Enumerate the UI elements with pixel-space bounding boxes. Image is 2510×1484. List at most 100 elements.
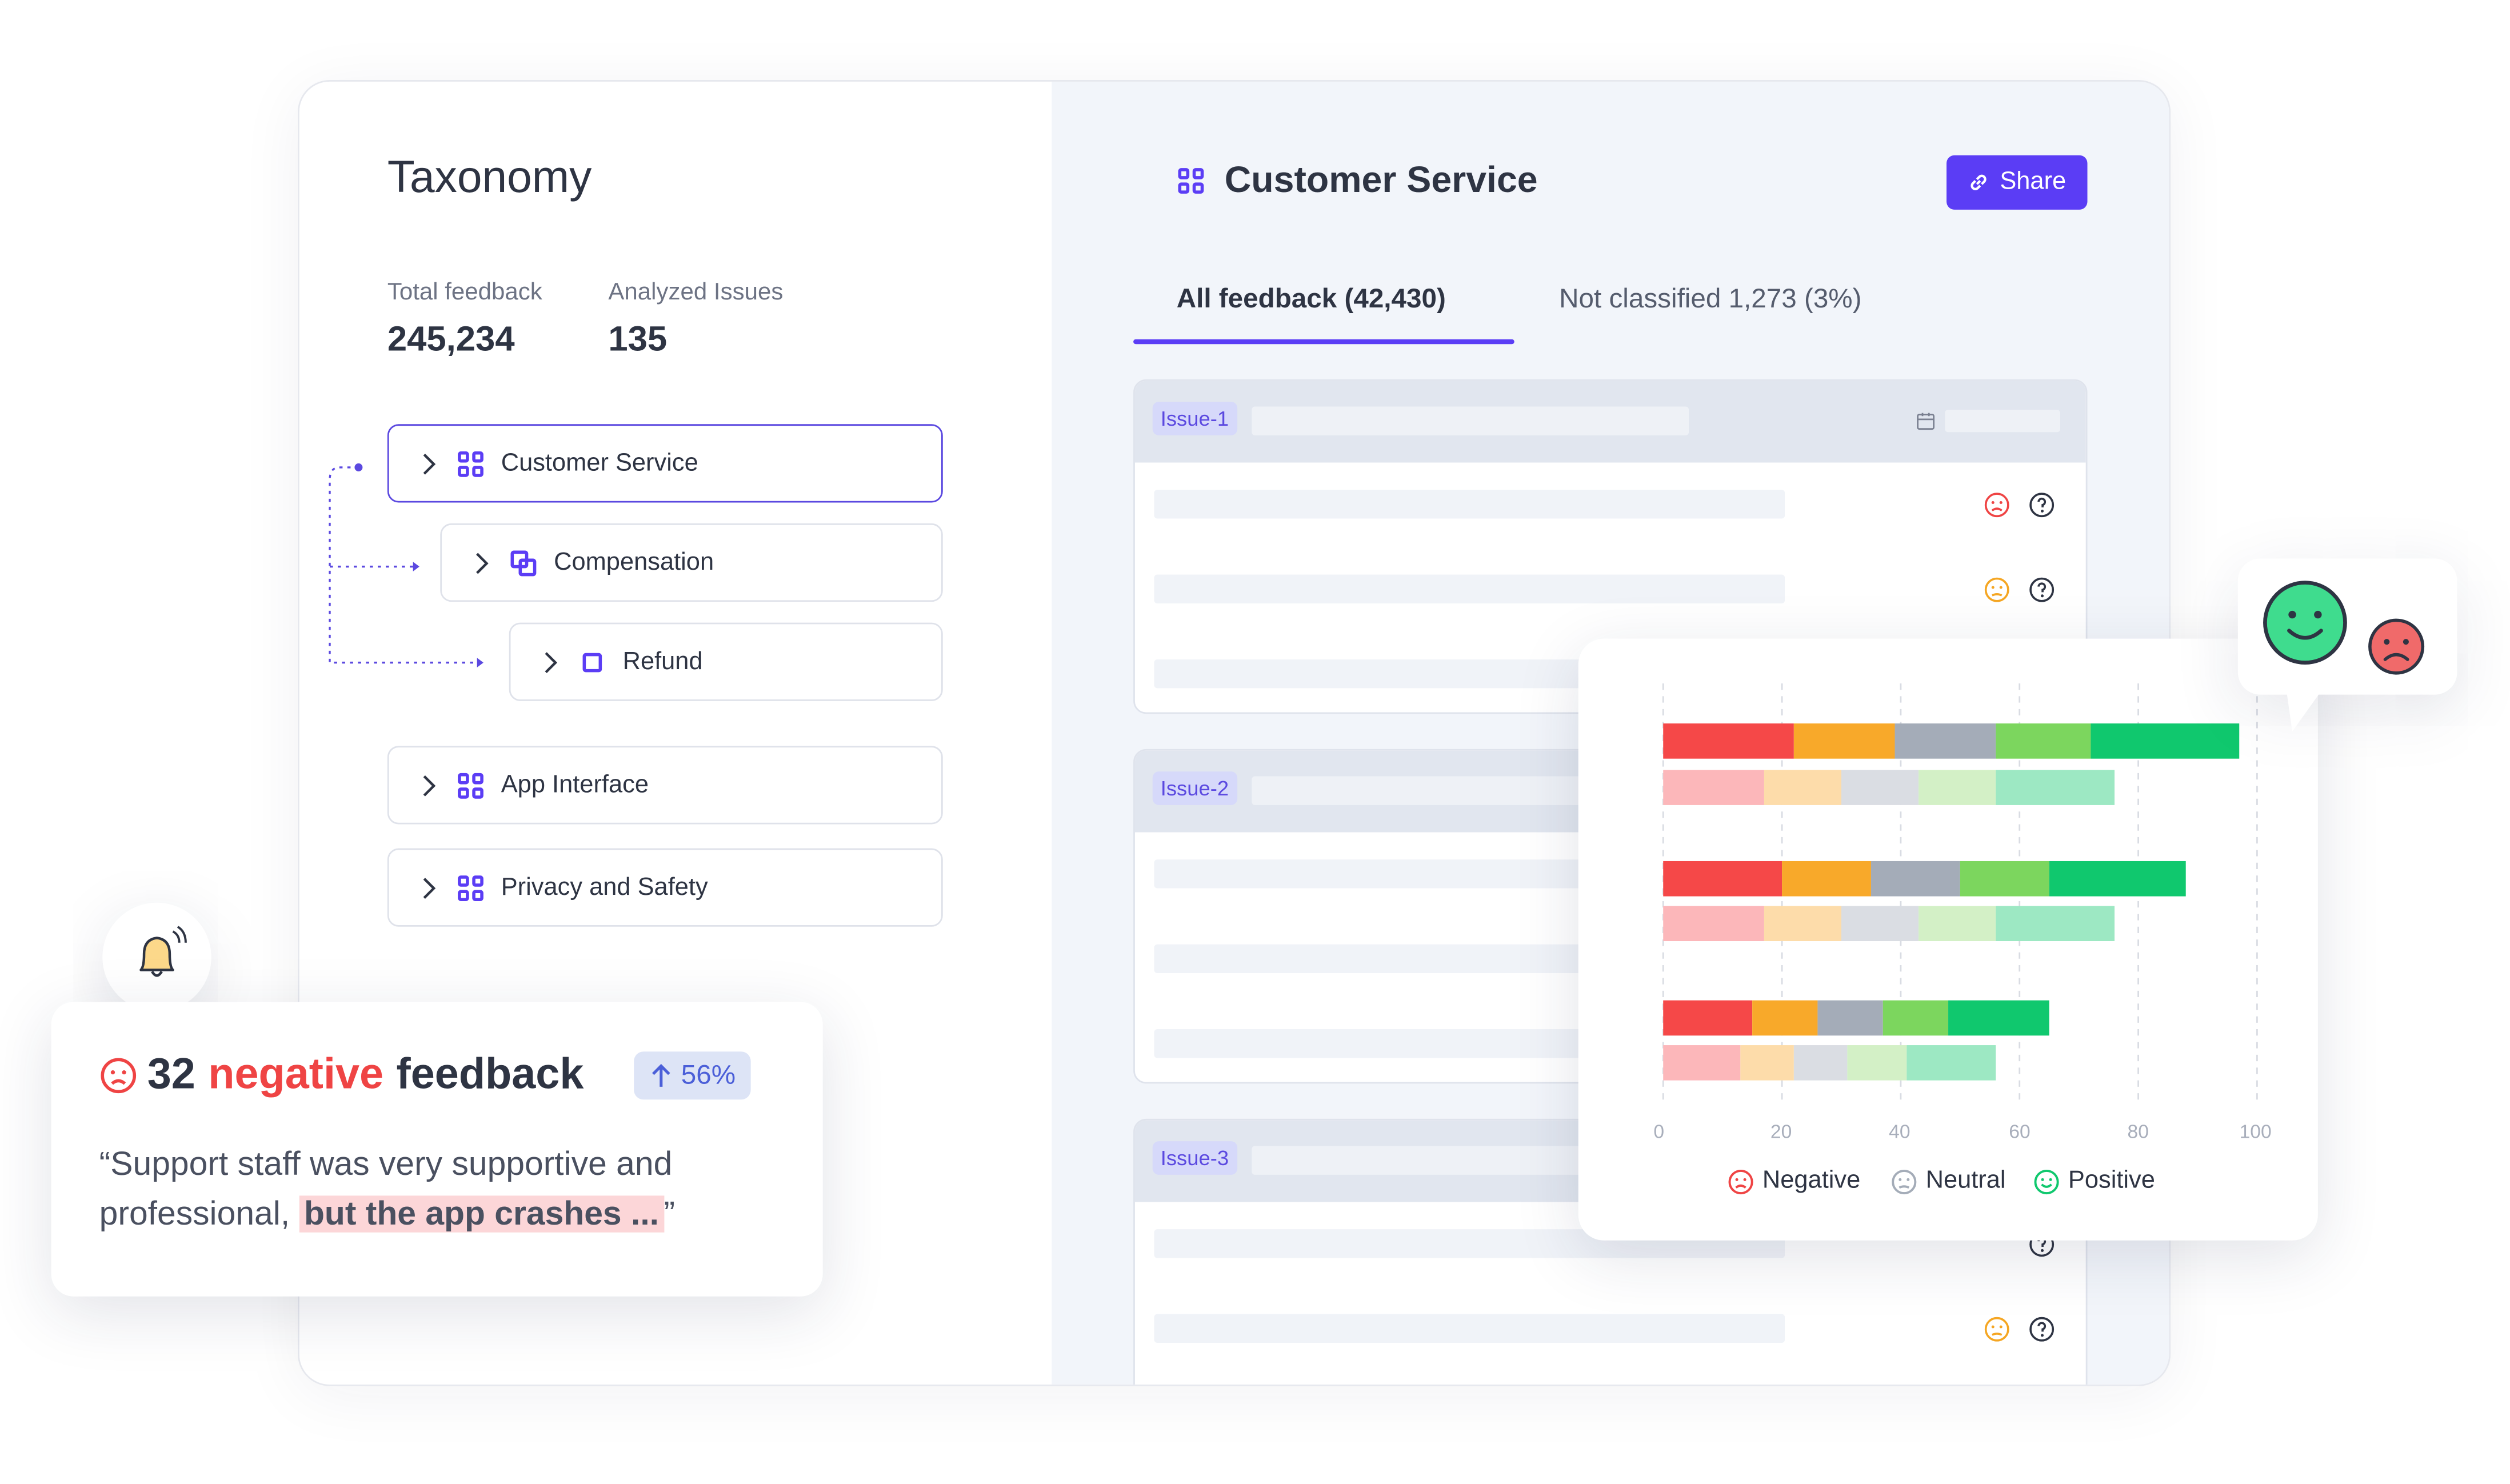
tree-node-label: App Interface: [501, 770, 649, 798]
x-tick-label: 80: [2127, 1120, 2149, 1143]
emoji-bubble: [2237, 558, 2457, 732]
legend-label: Neutral: [1925, 1166, 2006, 1194]
positive-face-icon: [2034, 1169, 2059, 1194]
calendar-icon: [1917, 413, 1935, 430]
bar-segment-3-3[interactable]: [1870, 861, 1960, 897]
bar-segment-4-3[interactable]: [1841, 906, 1919, 941]
help-icon[interactable]: [2028, 1315, 2056, 1343]
bar-segment-6-4[interactable]: [1847, 1045, 1907, 1081]
issue-tag: Issue-1: [1152, 402, 1237, 435]
bar-segment-1-1[interactable]: [1663, 723, 1794, 759]
sad-face-icon: [2368, 618, 2425, 675]
chevron-right-icon[interactable]: [418, 774, 440, 796]
neutral-face-icon: [1984, 577, 2009, 602]
negative-face-icon: [1984, 493, 2009, 518]
bubble-tail: [2285, 686, 2325, 732]
bar-segment-5-4[interactable]: [1882, 1000, 1949, 1036]
feedback-row-placeholder: [1154, 574, 1785, 603]
chevron-right-icon[interactable]: [418, 452, 440, 474]
chevron-right-icon[interactable]: [470, 551, 493, 574]
tree-node-privacy-and-safety[interactable]: Privacy and Safety: [387, 848, 943, 927]
negative-feedback-card[interactable]: 32 negative feedback 56% “Support staff …: [51, 1002, 823, 1297]
bar-segment-2-4[interactable]: [1919, 770, 1996, 805]
bar-segment-3-2[interactable]: [1782, 861, 1871, 897]
bar-segment-5-5[interactable]: [1948, 1000, 2049, 1036]
bar-segment-2-2[interactable]: [1764, 770, 1841, 805]
bar-segment-6-1[interactable]: [1663, 1045, 1741, 1081]
negative-word: negative: [208, 1050, 384, 1098]
x-tick-label: 0: [1653, 1120, 1665, 1143]
tree-node-compensation[interactable]: Compensation: [440, 523, 943, 602]
taxonomy-title: Taxonomy: [387, 152, 592, 202]
legend-label: Positive: [2068, 1166, 2155, 1194]
happy-face-icon: [2263, 581, 2347, 665]
issue-date-placeholder: [1945, 410, 2060, 433]
bar-segment-2-3[interactable]: [1841, 770, 1919, 805]
total-feedback-label: Total feedback: [387, 278, 542, 306]
bar-segment-2-5[interactable]: [1996, 770, 2115, 805]
bar-segment-1-3[interactable]: [1895, 723, 1996, 759]
issue-header: Issue-1: [1134, 381, 2086, 463]
bar-segment-3-5[interactable]: [2049, 861, 2186, 897]
quote-close: ”: [664, 1195, 676, 1233]
feedback-word: feedback: [396, 1050, 584, 1098]
total-feedback-value: 245,234: [387, 318, 515, 359]
bell-icon: [139, 926, 187, 977]
bar-segment-6-2[interactable]: [1740, 1045, 1794, 1081]
feedback-quote: “Support staff was very supportive and p…: [99, 1139, 772, 1239]
bar-segment-1-4[interactable]: [1996, 723, 2091, 759]
legend-label: Negative: [1762, 1166, 1861, 1194]
squares-overlap-icon: [510, 550, 537, 575]
chevron-right-icon[interactable]: [539, 651, 562, 673]
negative-face-icon: [101, 1057, 137, 1093]
bar-segment-6-3[interactable]: [1793, 1045, 1848, 1081]
detail-title: Customer Service: [1224, 158, 1538, 201]
bar-segment-4-5[interactable]: [1996, 906, 2115, 941]
tab-not-classified[interactable]: Not classified 1,273 (3%): [1559, 283, 1862, 314]
tree-node-label: Privacy and Safety: [501, 873, 708, 901]
bar-segment-2-1[interactable]: [1663, 770, 1764, 805]
x-tick-label: 40: [1889, 1120, 1911, 1143]
bar-segment-5-3[interactable]: [1817, 1000, 1883, 1036]
feedback-row-placeholder: [1154, 490, 1785, 519]
active-tab-indicator: [1133, 339, 1514, 345]
help-icon[interactable]: [2028, 491, 2056, 519]
feedback-row-placeholder: [1154, 1314, 1785, 1343]
tab-all-feedback[interactable]: All feedback (42,430): [1176, 283, 1446, 314]
sentiment-chart-card: 0 20 40 60 80 100 Negative Neutral Posit…: [1578, 638, 2318, 1241]
bar-segment-1-5[interactable]: [2091, 723, 2240, 759]
arrow-up-icon: [653, 1063, 671, 1087]
quote-highlight: but the app crashes ...: [299, 1195, 664, 1233]
bar-segment-6-5[interactable]: [1907, 1045, 1996, 1081]
bar-segment-5-1[interactable]: [1663, 1000, 1753, 1036]
bar-segment-3-4[interactable]: [1960, 861, 2049, 897]
help-icon[interactable]: [2028, 576, 2056, 603]
legend-negative: Negative: [1727, 1167, 1860, 1195]
change-badge: 56%: [634, 1051, 751, 1100]
tree-node-refund[interactable]: Refund: [509, 622, 943, 701]
tree-node-customer-service[interactable]: Customer Service: [387, 424, 943, 503]
bar-segment-4-4[interactable]: [1919, 906, 1996, 941]
share-label: Share: [2000, 168, 2067, 195]
legend-neutral: Neutral: [1891, 1167, 2006, 1195]
quote-text: “Support staff was very supportive and p…: [99, 1146, 673, 1233]
neutral-face-icon: [1984, 1317, 2009, 1342]
sentiment-chart: [1662, 683, 2258, 1103]
bar-segment-4-1[interactable]: [1663, 906, 1764, 941]
bar-segment-5-2[interactable]: [1752, 1000, 1818, 1036]
grid-icon: [1178, 167, 1204, 193]
issue-card-1[interactable]: Issue-1: [1133, 379, 2088, 714]
bar-segment-1-2[interactable]: [1793, 723, 1895, 759]
bar-segment-3-1[interactable]: [1663, 861, 1782, 897]
tree-node-label: Customer Service: [501, 449, 698, 477]
chevron-right-icon[interactable]: [418, 877, 440, 899]
share-button[interactable]: Share: [1947, 155, 2088, 210]
x-tick-label: 20: [1770, 1120, 1792, 1143]
grid-icon: [458, 772, 483, 798]
issue-tag: Issue-2: [1152, 771, 1237, 805]
bar-segment-4-2[interactable]: [1764, 906, 1841, 941]
x-tick-label: 60: [2009, 1120, 2031, 1143]
grid-icon: [458, 450, 483, 477]
tree-node-app-interface[interactable]: App Interface: [387, 746, 943, 825]
detail-header: Customer Service: [1177, 158, 1538, 202]
